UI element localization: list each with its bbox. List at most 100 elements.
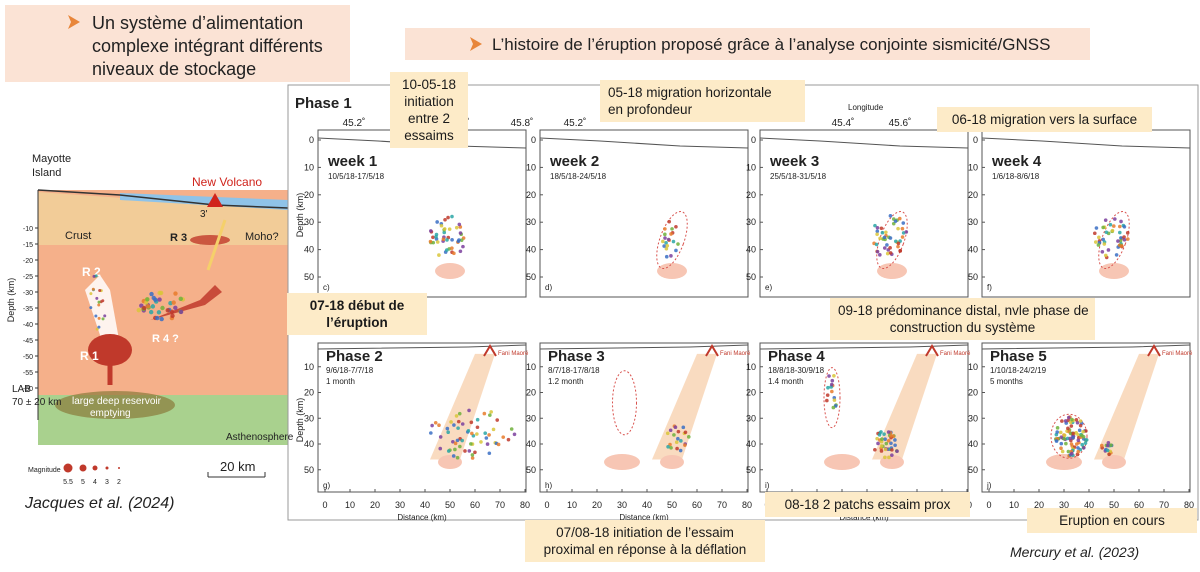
seismic-event <box>884 230 888 235</box>
x-tick-label: 45.4˚ <box>832 117 855 129</box>
seismic-event <box>484 436 489 440</box>
seismic-event <box>1064 441 1068 446</box>
y-tick-label: -15 <box>23 242 33 249</box>
legend-title: Magnitude <box>28 467 61 474</box>
seismic-event <box>675 446 679 451</box>
axis-label: Depth (km) <box>6 278 16 323</box>
seismic-event <box>1068 420 1073 425</box>
seismic-event <box>429 431 433 435</box>
panel-title: Phase 4 <box>768 348 825 365</box>
seismic-event <box>661 239 665 244</box>
seismic-event <box>1097 235 1101 240</box>
panel-duration: 1.2 month <box>548 377 584 386</box>
annotation-line: construction du système <box>889 320 1036 335</box>
seismic-event <box>482 411 487 416</box>
seismic-event <box>1110 228 1115 233</box>
seismic-event <box>884 441 889 446</box>
seismic-event <box>1081 429 1085 434</box>
y-tick-label: 10 <box>304 162 314 172</box>
seismic-event <box>1078 423 1083 428</box>
seismic-event <box>442 230 447 235</box>
seismic-event <box>457 238 461 242</box>
seismic-event <box>487 433 491 437</box>
seismic-event <box>885 243 889 247</box>
seismic-event <box>92 274 96 278</box>
seismic-event <box>825 393 830 397</box>
seismic-event <box>466 429 471 433</box>
seismic-event <box>136 307 141 313</box>
y-tick-label: -30 <box>23 290 33 297</box>
seismic-event <box>1068 436 1073 441</box>
seismic-event <box>1071 431 1075 436</box>
y-tick-label: 30 <box>526 413 536 423</box>
y-tick-label: 10 <box>968 162 978 172</box>
left-box <box>5 5 350 82</box>
panel <box>317 129 527 298</box>
y-tick-label: 50 <box>304 465 314 475</box>
x-tick-label: 10 <box>567 500 577 510</box>
seismic-event <box>156 310 162 315</box>
seismic-event <box>1093 240 1098 244</box>
x-tick-label: 45.8˚ <box>511 117 534 129</box>
seismic-event <box>439 223 444 228</box>
seismic-event <box>1106 248 1111 252</box>
x-tick-label: 20 <box>1034 500 1044 510</box>
right-title: L’histoire de l’éruption proposé grâce à… <box>492 35 1050 54</box>
panel-letter: e) <box>765 283 772 292</box>
x-tick-label: 0 <box>544 500 549 510</box>
seismic-event <box>178 296 183 302</box>
y-tick-label: -45 <box>23 338 33 345</box>
seismic-event <box>1076 446 1080 450</box>
panel-title: Phase 2 <box>326 348 383 365</box>
y-tick-label: 50 <box>968 272 978 282</box>
seismic-event <box>674 248 678 253</box>
y-tick-label: 50 <box>526 465 536 475</box>
seismic-event <box>155 315 160 321</box>
seismic-event <box>512 432 517 437</box>
seismic-event <box>890 448 894 452</box>
y-tick-label: 40 <box>526 439 536 449</box>
seismic-event <box>676 436 680 441</box>
panel-letter: c) <box>323 283 330 292</box>
source-zone <box>1099 263 1129 279</box>
seismic-event <box>669 232 673 236</box>
seismic-event <box>1060 449 1065 454</box>
seismic-event <box>457 222 462 227</box>
seismic-event <box>451 454 456 458</box>
seismic-event <box>664 241 668 245</box>
seismic-event <box>456 419 461 424</box>
annotation-line: initiation <box>404 94 454 109</box>
seismic-event <box>1076 449 1080 454</box>
seismic-event <box>441 237 446 242</box>
seismic-event <box>1101 237 1105 242</box>
seismic-event <box>470 431 474 436</box>
seismic-event <box>489 410 493 414</box>
swarm-outline <box>823 367 841 429</box>
y-tick-label: 50 <box>746 465 756 475</box>
seismic-event <box>437 253 441 257</box>
seismic-event <box>150 304 156 309</box>
seismic-event <box>1118 239 1123 243</box>
y-tick-label: -35 <box>23 306 33 313</box>
y-tick-label: -10 <box>23 226 33 233</box>
seismic-event <box>148 309 154 315</box>
bullet <box>470 37 482 51</box>
seismic-event <box>879 444 884 448</box>
seismic-event <box>1069 424 1074 428</box>
x-tick-label: 40 <box>1084 500 1094 510</box>
x-tick-label: 80 <box>520 500 530 510</box>
crust-label: Crust <box>65 230 91 242</box>
seismic-event <box>178 309 184 315</box>
bathymetry <box>759 344 969 350</box>
seismic-event <box>1062 433 1067 438</box>
seismic-event <box>495 418 500 422</box>
y-tick-label: 10 <box>304 362 314 372</box>
y-tick-label: 30 <box>746 413 756 423</box>
seismic-event <box>882 432 886 436</box>
panel-title: week 3 <box>769 153 819 170</box>
seismic-event <box>453 441 458 446</box>
seismic-event <box>149 291 154 297</box>
y-tick-label: 10 <box>526 162 536 172</box>
scale-label: 20 km <box>220 459 255 474</box>
